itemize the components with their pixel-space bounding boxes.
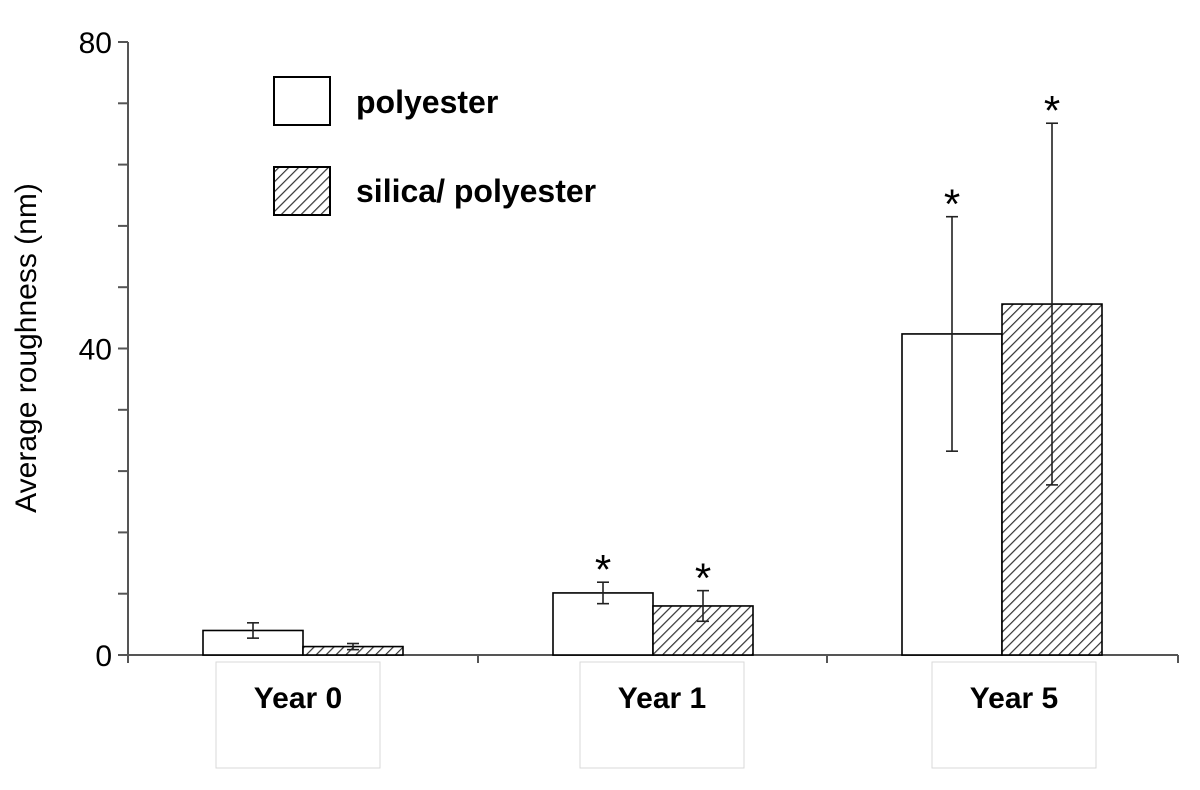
significance-markers: * * * * (595, 87, 1060, 601)
error-bars (247, 122, 1058, 651)
legend-label-silica-polyester: silica/ polyester (356, 173, 596, 209)
category-labels: Year 0 Year 1 Year 5 (254, 682, 1058, 715)
bars (202, 303, 1103, 656)
significance-marker: * (1044, 87, 1060, 134)
significance-marker: * (944, 181, 960, 228)
legend-label-polyester: polyester (356, 84, 498, 120)
category-label: Year 0 (254, 682, 342, 715)
category-label-boxes (215, 661, 1097, 769)
significance-marker: * (595, 546, 611, 593)
y-tick-labels: 0 40 80 (79, 27, 112, 673)
category-label-box (579, 661, 745, 769)
y-axis-label: Average roughness (nm) (10, 183, 43, 513)
category-label: Year 1 (618, 682, 706, 715)
category-label-box (931, 661, 1097, 769)
legend-swatch-polyester (273, 76, 331, 126)
category-label: Year 5 (970, 682, 1058, 715)
significance-marker: * (695, 555, 711, 602)
category-label-box (215, 661, 381, 769)
y-tick-label: 0 (95, 640, 112, 673)
y-tick-label: 40 (79, 334, 112, 367)
legend-swatch-silica-polyester (273, 166, 331, 216)
y-tick-label: 80 (79, 27, 112, 60)
legend: polyester silica/ polyester (273, 76, 596, 216)
